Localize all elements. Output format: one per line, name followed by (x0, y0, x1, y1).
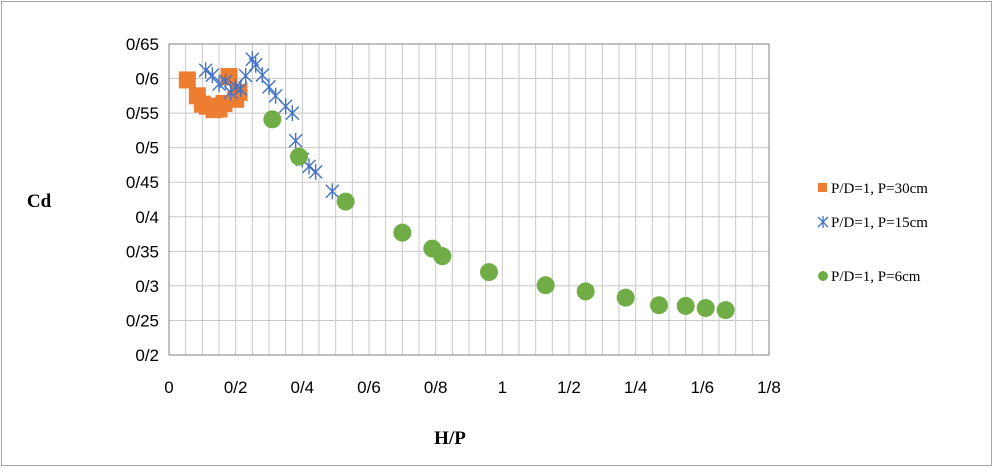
data-point-circle (336, 192, 355, 211)
legend-label: P/D=1, P=15cm (831, 215, 928, 231)
data-point-star (288, 132, 303, 149)
data-point-circle (616, 288, 635, 307)
legend: P/D=1, P=30cm P/D=1, P=15cm P/D=1, P=6cm (817, 181, 928, 285)
x-tick-label: 1 (498, 378, 507, 397)
data-point-circle (536, 276, 555, 295)
data-point-circle (716, 301, 735, 320)
data-series (178, 51, 735, 320)
data-point-circle (290, 147, 308, 166)
y-tick-label: 0/5 (135, 139, 159, 158)
x-tick-label: 1/2 (557, 378, 581, 397)
x-axis-title: H/P (434, 428, 466, 449)
data-point-star (245, 51, 260, 68)
data-point-star (308, 163, 323, 180)
plot-area-border (168, 43, 770, 356)
y-tick-label: 0/65 (126, 35, 159, 54)
legend-entry-p30: P/D=1, P=30cm (818, 181, 928, 197)
legend-label: P/D=1, P=30cm (831, 181, 928, 197)
data-point-star (248, 56, 263, 73)
data-point-circle (696, 299, 715, 318)
legend-label: P/D=1, P=6cm (831, 269, 921, 285)
data-point-star (255, 67, 270, 84)
x-tick-label: 0/6 (357, 378, 381, 397)
legend-entry-p15: P/D=1, P=15cm (817, 215, 928, 231)
data-point-circle (650, 296, 668, 315)
data-point-star (205, 67, 220, 84)
y-tick-label: 0/2 (135, 346, 159, 365)
x-tick-label: 1/6 (691, 378, 715, 397)
y-tick-label: 0/55 (126, 104, 159, 123)
x-tick-labels: 0 0/2 0/4 0/6 0/8 1 1/2 1/4 1/6 1/8 (164, 378, 781, 397)
data-point-circle (393, 223, 412, 242)
data-point-circle (433, 247, 452, 266)
data-point-star (285, 105, 300, 122)
x-tick-label: 0 (164, 378, 173, 397)
data-point-circle (263, 110, 282, 129)
legend-square-icon (818, 183, 827, 192)
y-tick-label: 0/4 (135, 208, 159, 227)
y-tick-label: 0/25 (126, 311, 159, 330)
data-point-star (233, 80, 248, 97)
y-tick-label: 0/45 (126, 173, 159, 192)
data-point-circle (576, 282, 595, 301)
series-star-points (198, 51, 340, 200)
x-tick-label: 0/2 (224, 378, 248, 397)
series-circle-points (263, 110, 735, 320)
data-point-square (178, 71, 196, 89)
legend-entry-p6: P/D=1, P=6cm (818, 269, 921, 285)
x-tick-label: 1/8 (757, 378, 781, 397)
legend-circle-icon (818, 271, 828, 281)
y-tick-label: 0/6 (135, 70, 159, 89)
data-point-star (198, 62, 213, 79)
y-tick-label: 0/35 (126, 242, 159, 261)
data-point-star (325, 183, 340, 200)
data-point-star (262, 78, 276, 95)
y-tick-labels: 0/2 0/25 0/3 0/35 0/4 0/45 0/5 0/55 0/6 0/65 (126, 35, 159, 365)
x-tick-label: 1/4 (624, 378, 648, 397)
legend-star-icon (817, 216, 829, 228)
data-point-star (238, 67, 253, 84)
gridlines (169, 44, 769, 355)
data-point-circle (480, 263, 498, 282)
x-tick-label: 0/8 (424, 378, 448, 397)
y-tick-label: 0/3 (135, 277, 159, 296)
y-axis-title: Cd (27, 191, 52, 212)
x-tick-label: 0/4 (291, 378, 315, 397)
data-point-circle (676, 296, 695, 315)
